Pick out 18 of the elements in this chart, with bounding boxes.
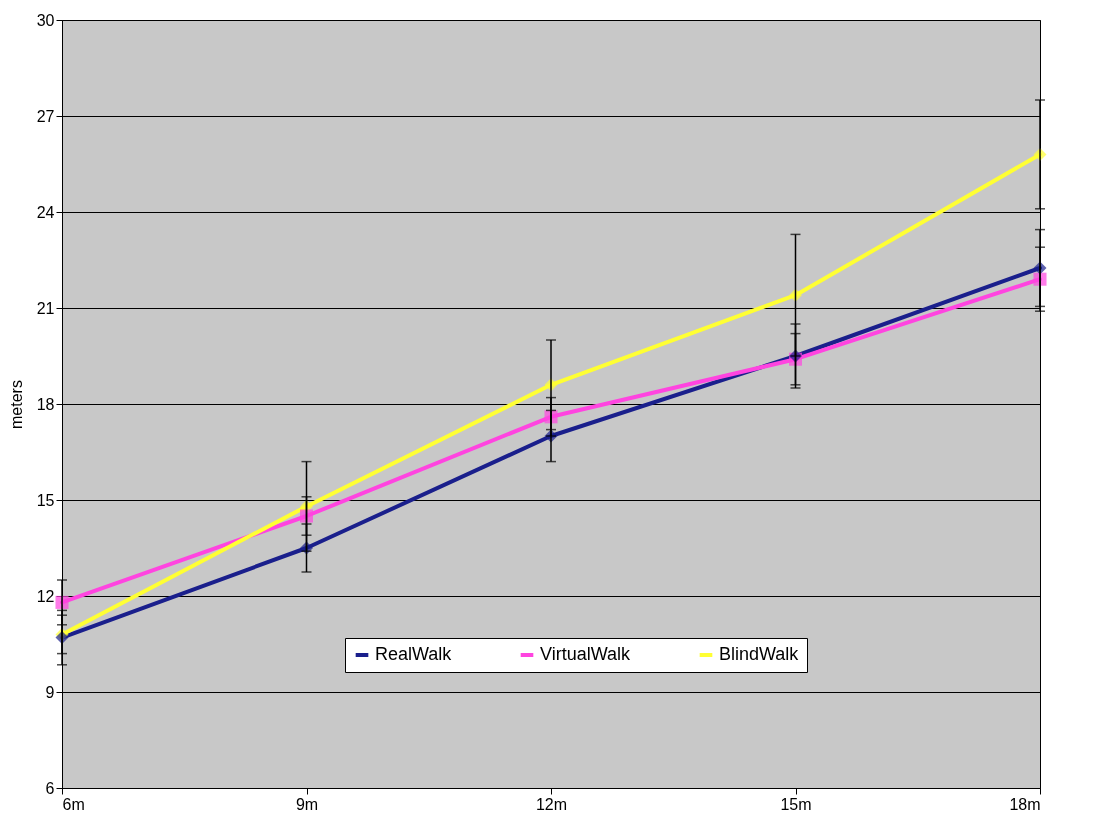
- y-tick-label: 9: [45, 683, 55, 701]
- y-tick-label: 18: [36, 395, 55, 413]
- x-tick-label: 6m: [62, 795, 85, 813]
- legend-label: RealWalk: [375, 644, 453, 664]
- x-tick-label: 9m: [295, 795, 319, 813]
- y-axis-title: meters: [7, 380, 25, 429]
- y-tick-label: 6: [45, 779, 55, 797]
- x-tick-label: 15m: [780, 795, 812, 813]
- legend-label: BlindWalk: [719, 644, 800, 664]
- x-tick-label: 12m: [535, 795, 568, 813]
- x-tick-label: 18m: [1009, 795, 1041, 813]
- y-tick-label: 15: [36, 491, 55, 509]
- legend-label: VirtualWalk: [540, 644, 632, 664]
- y-tick-label: 27: [36, 107, 55, 125]
- y-tick-label: 30: [36, 11, 55, 29]
- y-tick-label: 21: [36, 299, 55, 317]
- y-tick-label: 24: [36, 203, 55, 221]
- y-tick-label: 12: [36, 587, 55, 605]
